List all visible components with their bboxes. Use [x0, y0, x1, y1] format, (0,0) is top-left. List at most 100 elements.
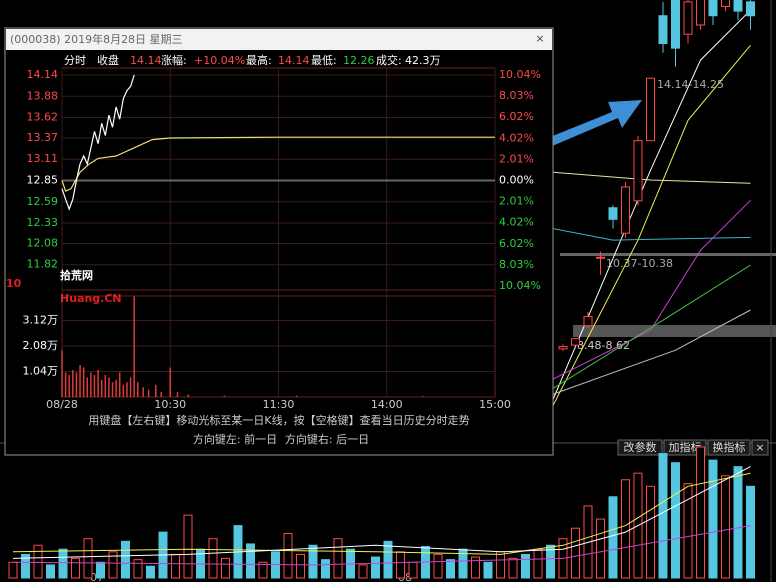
- header: 分时 收盘 14.14 涨幅: +10.04% 最高: 14.14 最低: 12…: [64, 53, 441, 67]
- close-button[interactable]: ×: [751, 439, 769, 456]
- candle-body: [658, 15, 668, 44]
- volume-bar: [258, 561, 268, 579]
- intraday-chart: 08/28 10:30 11:30 14:00 15:00 14.14 13.88 13.62…: [23, 67, 541, 411]
- volume-bar: [333, 538, 343, 579]
- button-label[interactable]: 换指标: [713, 440, 746, 454]
- candle-body: [683, 1, 693, 35]
- title-bar: [6, 29, 552, 50]
- candle-body: [708, 0, 718, 17]
- y2-tick-label: 10.04%: [499, 279, 541, 292]
- button-frame[interactable]: [617, 439, 663, 456]
- candle-body: [596, 256, 605, 259]
- button-frame[interactable]: [707, 439, 751, 456]
- popup-title: (000038) 2019年8月28日 星期三: [10, 32, 183, 46]
- x-tick-label: 15:00: [479, 398, 511, 411]
- y-tick-label: 11.82: [27, 258, 59, 271]
- volume-bar: [521, 553, 530, 579]
- volume-bar: [596, 518, 605, 579]
- volume-area: [8, 446, 755, 579]
- volume-bar: [121, 540, 130, 579]
- range-label: 14.14-14.25: [657, 78, 724, 91]
- candle-body: [671, 0, 680, 49]
- volume-bar: [508, 557, 518, 579]
- volume-bar: [183, 514, 193, 579]
- y-tick-label: 13.37: [27, 131, 59, 144]
- x-tick-label: 10:30: [154, 398, 186, 411]
- candle-body: [746, 1, 755, 17]
- y2-tick-label: 4.02%: [499, 216, 534, 229]
- y-tick-label: 3.12万: [23, 314, 59, 327]
- ma-line: [553, 264, 751, 390]
- candle-body: [646, 77, 655, 142]
- y2-tick-label: 2.01%: [499, 195, 534, 208]
- volume-bar: [433, 553, 443, 579]
- volume-bar: [283, 532, 293, 579]
- y2-tick-label: 6.02%: [499, 237, 534, 250]
- volume-bar: [671, 462, 680, 579]
- y2-tick-label: 6.02%: [499, 110, 534, 123]
- ma-line: [553, 199, 751, 380]
- label: 收盘: [97, 53, 119, 67]
- watermark-number: 10: [6, 277, 22, 290]
- candle-body: [608, 207, 618, 220]
- volume-ma-line: [12, 525, 751, 566]
- label: 涨幅:: [161, 54, 187, 67]
- value: 12.26: [343, 54, 375, 67]
- candle-body: [558, 346, 568, 350]
- candle-body: [633, 140, 643, 202]
- value: 14.14: [278, 54, 310, 67]
- volume-bar: [571, 527, 580, 579]
- popup: (000038) 2019年8月28日 星期三 × 分时 收盘 14.14 涨幅…: [4, 27, 554, 456]
- volume-bar: [546, 544, 555, 579]
- button[interactable]: 加指标: [663, 439, 707, 456]
- y2-tick-label: 8.03%: [499, 258, 534, 271]
- label: 成交:: [376, 53, 402, 67]
- candle-body: [721, 0, 730, 7]
- volume-bar: [296, 553, 305, 579]
- button[interactable]: 改参数: [617, 439, 663, 456]
- volume-bar: [646, 485, 655, 579]
- range-label: 10.37-10.38: [606, 257, 673, 270]
- volume-bar: [21, 553, 30, 579]
- y2-tick-label: 0.00%: [499, 174, 534, 187]
- kline-area: [553, 0, 755, 407]
- button-label[interactable]: 改参数: [624, 440, 657, 454]
- button-frame[interactable]: [751, 439, 769, 456]
- nav-hint: 方向键左: 前一日: [193, 432, 277, 446]
- volume-bar: [171, 553, 180, 579]
- close-button[interactable]: ×: [535, 32, 544, 45]
- candle-body: [583, 315, 593, 327]
- price-line: [61, 74, 135, 211]
- watermark-name: 拾荒网: [60, 268, 93, 282]
- button-frame[interactable]: [663, 439, 707, 456]
- volume-bar: [383, 540, 393, 579]
- y-tick-label: 1.04万: [23, 365, 59, 378]
- y-tick-label: 13.11: [27, 152, 59, 165]
- volume-bar: [71, 557, 80, 579]
- y-tick-label: 12.85: [27, 174, 59, 187]
- volume-bar: [133, 559, 143, 579]
- y-tick-label: 12.08: [27, 236, 59, 249]
- avg-line: [61, 136, 495, 192]
- candle-body: [696, 0, 705, 26]
- y-tick-label: 13.88: [27, 89, 59, 102]
- volume-ma-line: [12, 466, 751, 559]
- volume-ma-line: [12, 472, 751, 555]
- value: 42.3万: [405, 54, 441, 67]
- button-label[interactable]: ×: [755, 441, 764, 454]
- highlight-band: [573, 325, 776, 337]
- x-tick-label: 14:00: [371, 398, 403, 411]
- label: 最高:: [246, 53, 272, 67]
- volume-bar: [8, 561, 18, 579]
- value: +10.04%: [194, 54, 245, 67]
- ma-line: [553, 171, 751, 184]
- button[interactable]: 换指标: [707, 439, 751, 456]
- volume-bar: [746, 485, 755, 579]
- y2-tick-label: 4.02%: [499, 131, 534, 144]
- highlight-band: [560, 253, 776, 256]
- volume-bar: [371, 556, 380, 579]
- volume-bar: [246, 543, 255, 579]
- button-label[interactable]: 加指标: [669, 440, 702, 454]
